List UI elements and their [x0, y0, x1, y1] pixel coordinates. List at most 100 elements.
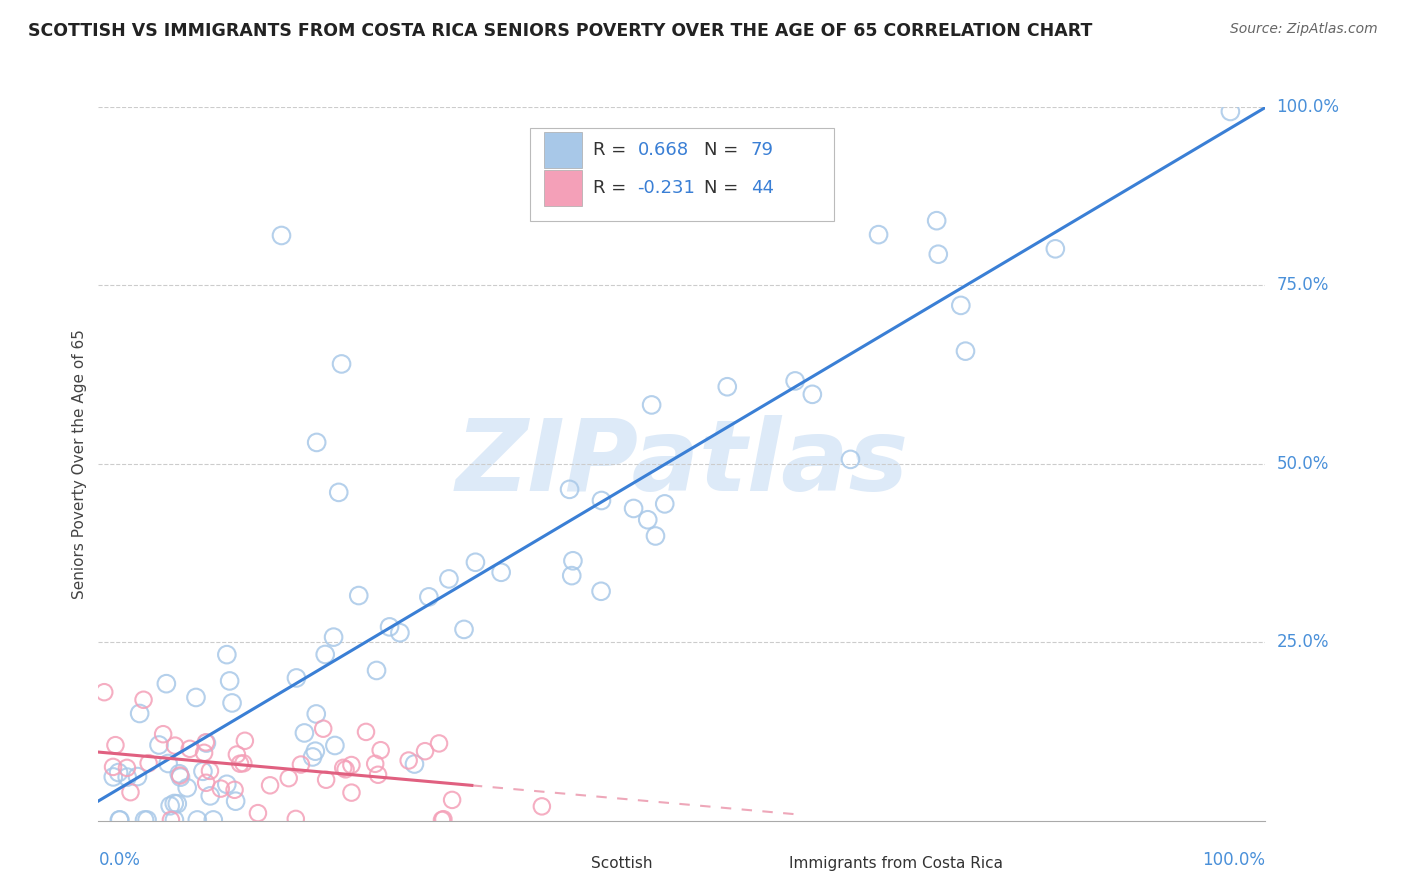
Text: ZIPatlas: ZIPatlas	[456, 416, 908, 512]
Point	[315, 772, 337, 787]
Point	[285, 671, 308, 685]
Point	[328, 485, 350, 500]
Point	[335, 762, 357, 776]
Text: N =: N =	[704, 141, 738, 159]
FancyBboxPatch shape	[741, 849, 775, 878]
Text: Scottish: Scottish	[591, 856, 652, 871]
Point	[305, 706, 328, 721]
Point	[294, 726, 316, 740]
Point	[270, 228, 292, 243]
Point	[259, 778, 281, 792]
Point	[200, 789, 222, 803]
Text: N =: N =	[704, 178, 738, 196]
Point	[209, 781, 232, 796]
Point	[1219, 104, 1241, 119]
Point	[330, 357, 353, 371]
Text: Immigrants from Costa Rica: Immigrants from Costa Rica	[789, 856, 1004, 871]
Point	[193, 746, 215, 760]
Point	[558, 483, 581, 497]
Point	[413, 744, 436, 758]
FancyBboxPatch shape	[544, 169, 582, 205]
Point	[464, 555, 486, 569]
FancyBboxPatch shape	[541, 849, 576, 878]
Point	[453, 623, 475, 637]
Point	[347, 589, 370, 603]
Point	[166, 797, 188, 811]
Point	[839, 452, 862, 467]
Point	[167, 766, 190, 780]
Point	[340, 786, 363, 800]
Point	[215, 648, 238, 662]
Point	[132, 692, 155, 706]
Point	[107, 765, 129, 780]
Point	[218, 673, 240, 688]
Point	[108, 813, 131, 827]
Point	[221, 696, 243, 710]
Point	[163, 813, 186, 827]
Point	[530, 799, 553, 814]
Text: 100.0%: 100.0%	[1202, 851, 1265, 869]
Point	[404, 757, 426, 772]
Point	[184, 690, 207, 705]
Point	[427, 736, 450, 750]
Point	[163, 739, 186, 753]
Point	[314, 648, 336, 662]
Point	[176, 780, 198, 795]
Point	[640, 398, 662, 412]
Point	[925, 213, 948, 227]
Point	[290, 757, 312, 772]
Point	[1045, 242, 1067, 256]
Point	[441, 793, 464, 807]
Point	[198, 764, 221, 778]
Point	[305, 435, 328, 450]
Point	[115, 770, 138, 784]
Point	[927, 247, 949, 261]
Point	[246, 806, 269, 821]
Point	[157, 756, 180, 771]
Point	[322, 630, 344, 644]
Point	[654, 497, 676, 511]
Text: 0.668: 0.668	[637, 141, 689, 159]
Point	[398, 754, 420, 768]
Point	[430, 813, 453, 827]
Text: SCOTTISH VS IMMIGRANTS FROM COSTA RICA SENIORS POVERTY OVER THE AGE OF 65 CORREL: SCOTTISH VS IMMIGRANTS FROM COSTA RICA S…	[28, 22, 1092, 40]
Point	[364, 756, 387, 771]
Point	[637, 513, 659, 527]
FancyBboxPatch shape	[544, 132, 582, 168]
Point	[186, 813, 208, 827]
Point	[312, 722, 335, 736]
Point	[138, 756, 160, 771]
Point	[949, 298, 972, 312]
Point	[120, 785, 142, 799]
Point	[370, 743, 392, 757]
Point	[195, 776, 218, 790]
Point	[169, 770, 191, 784]
Point	[155, 676, 177, 690]
Point	[644, 529, 666, 543]
FancyBboxPatch shape	[530, 128, 834, 221]
Text: 100.0%: 100.0%	[1277, 98, 1340, 116]
Point	[194, 735, 217, 749]
Text: 0.0%: 0.0%	[98, 851, 141, 869]
Point	[366, 664, 388, 678]
Text: R =: R =	[593, 141, 627, 159]
Point	[128, 706, 150, 721]
Text: -0.231: -0.231	[637, 178, 696, 196]
Point	[332, 761, 354, 775]
Point	[229, 756, 252, 771]
Point	[233, 733, 256, 747]
Text: R =: R =	[593, 178, 627, 196]
Point	[103, 770, 125, 784]
Point	[437, 572, 460, 586]
Text: Source: ZipAtlas.com: Source: ZipAtlas.com	[1230, 22, 1378, 37]
Point	[591, 493, 613, 508]
Point	[152, 727, 174, 741]
Point	[785, 374, 807, 388]
Point	[93, 685, 115, 699]
Point	[134, 813, 156, 827]
Point	[418, 590, 440, 604]
Point	[136, 813, 159, 827]
Point	[623, 501, 645, 516]
Text: 44: 44	[751, 178, 773, 196]
Text: 79: 79	[751, 141, 773, 159]
